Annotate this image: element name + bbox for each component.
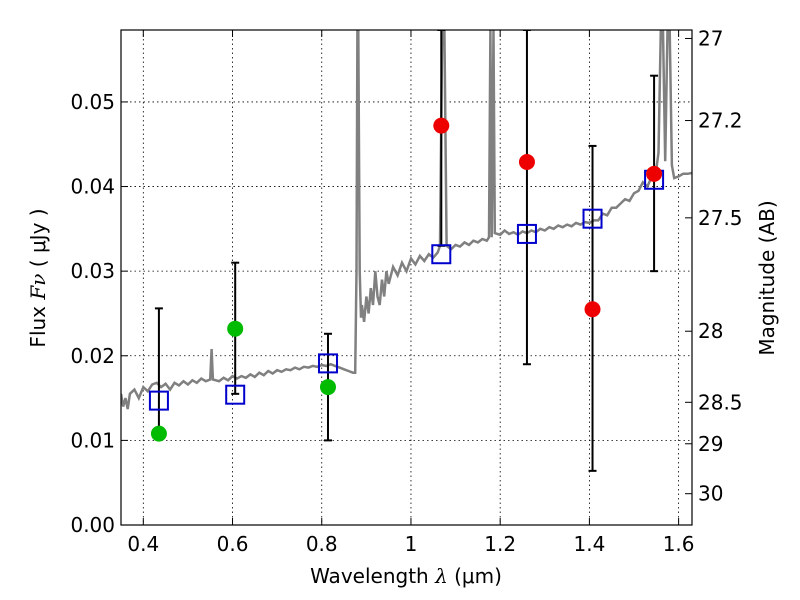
acs-point [227, 320, 244, 337]
y2-axis-label: Magnitude (AB) [755, 200, 779, 355]
y-tick-label: 0.00 [70, 513, 115, 537]
y-ticks: 0.00 0.01 0.02 0.03 0.04 0.05 [70, 90, 128, 537]
y2-tick-label: 28.5 [698, 390, 743, 414]
errorbars [154, 30, 659, 472]
y2-tick-label: 28 [698, 319, 723, 343]
x-tick-label: 0.4 [127, 532, 159, 556]
wfc3-point [646, 165, 663, 182]
model-spectrum-line [121, 30, 692, 410]
synthetic-square-marker [225, 384, 246, 405]
x-tick-label: 0.8 [306, 532, 338, 556]
grid [121, 30, 692, 526]
y2-tick-label: 27.2 [698, 109, 743, 133]
x-tick-label: 1 [405, 532, 418, 556]
acs-point [319, 379, 336, 396]
y-tick-label: 0.02 [70, 344, 115, 368]
synthetic-square-marker [516, 223, 537, 244]
wfc3-point [433, 117, 450, 134]
y2-ticks: 27 27.2 27.5 28 28.5 29 30 [685, 26, 743, 506]
acs-point [150, 425, 167, 442]
y2-tick-label: 27.5 [698, 206, 743, 230]
x-axis-label: Wavelength λ (μm) [310, 564, 502, 588]
y-axis-label: Flux Fν ( μJy ) [26, 208, 50, 347]
y-tick-label: 0.01 [70, 428, 115, 452]
synthetic-square-marker [582, 208, 603, 229]
wfc3-point [584, 301, 601, 318]
y2-tick-label: 29 [698, 432, 723, 456]
x-tick-label: 1.6 [663, 532, 695, 556]
wfc3-point [518, 154, 535, 170]
y-tick-label: 0.05 [70, 90, 115, 114]
x-tick-label: 1.2 [484, 532, 516, 556]
synthetic-square-marker [148, 390, 169, 411]
x-tick-label: 0.6 [217, 532, 249, 556]
synthetic-square-marker [431, 244, 452, 265]
x-tick-label: 1.4 [573, 532, 605, 556]
markers [148, 117, 665, 442]
y2-tick-label: 27 [698, 26, 723, 50]
synthetic-square-marker [317, 353, 338, 374]
y-tick-label: 0.04 [70, 175, 115, 199]
plot-frame [120, 29, 693, 526]
y2-tick-label: 30 [698, 482, 723, 506]
x-ticks: 0.4 0.6 0.8 1 1.2 1.4 1.6 [127, 30, 695, 556]
y-tick-label: 0.03 [70, 259, 115, 283]
